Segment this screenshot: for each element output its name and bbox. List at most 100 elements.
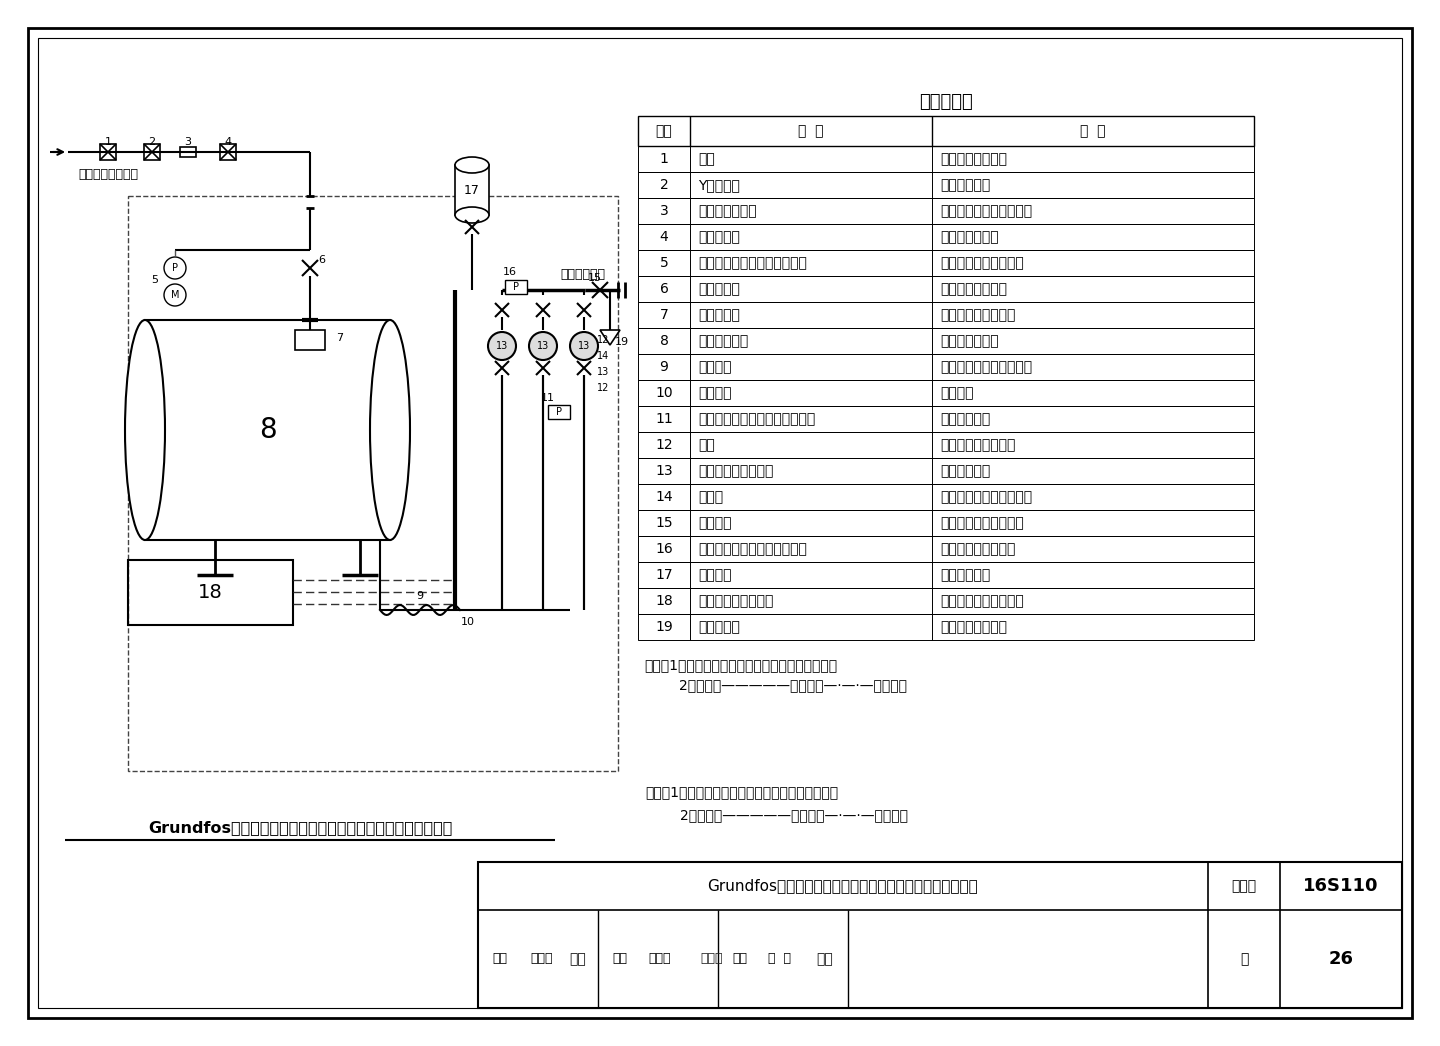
Text: 12: 12 [598, 335, 609, 345]
Text: 19: 19 [615, 337, 629, 347]
Text: 16: 16 [655, 542, 672, 556]
Bar [638, 116, 1254, 146]
Text: P: P [556, 407, 562, 417]
Bar [455, 165, 490, 215]
Text: 14: 14 [598, 351, 609, 361]
Text: 接自市政供水管网: 接自市政供水管网 [78, 168, 138, 181]
Text: 9: 9 [660, 360, 668, 374]
Text: 2: 2 [660, 178, 668, 192]
Text: 消毒器接口: 消毒器接口 [698, 620, 740, 634]
Text: Grundfos系列罐式全变频叠压供水设备基本组成及控制原理图: Grundfos系列罐式全变频叠压供水设备基本组成及控制原理图 [148, 820, 452, 836]
Ellipse shape [125, 320, 166, 540]
Bar [549, 405, 570, 419]
Text: 14: 14 [655, 490, 672, 504]
Bar [638, 172, 1254, 198]
Text: 2．图例：—————控制线；—·—·—信号线。: 2．图例：—————控制线；—·—·—信号线。 [644, 678, 907, 692]
Text: 5: 5 [151, 275, 158, 285]
Text: 图集号: 图集号 [1231, 879, 1257, 893]
Text: 倒流防止器: 倒流防止器 [698, 230, 740, 244]
Circle shape [528, 332, 557, 360]
Bar [638, 432, 1254, 458]
Text: 气压水罐: 气压水罐 [698, 568, 732, 582]
Text: 页: 页 [1240, 952, 1248, 967]
Text: 设计: 设计 [732, 953, 747, 965]
Text: 任之: 任之 [570, 952, 586, 967]
Text: 2: 2 [148, 137, 156, 147]
Text: 13: 13 [537, 341, 549, 351]
Text: 15: 15 [588, 273, 602, 283]
Text: 17: 17 [464, 183, 480, 197]
Text: 尹忠珍: 尹忠珍 [648, 953, 671, 965]
Text: 9: 9 [416, 591, 423, 601]
Bar [478, 862, 1403, 1008]
Text: 防止用户管网压力水回流: 防止用户管网压力水回流 [940, 490, 1032, 504]
Bar [145, 320, 390, 540]
Text: 说明：1．图中虚线框内为厂家成套设备供货范围。: 说明：1．图中虚线框内为厂家成套设备供货范围。 [645, 784, 838, 799]
Bar [638, 406, 1254, 432]
Text: P: P [171, 263, 179, 273]
Text: 吸水总管: 吸水总管 [698, 386, 732, 400]
Text: 5: 5 [660, 256, 668, 270]
Text: 主要部件表: 主要部件表 [919, 93, 973, 111]
Text: 防止压力水回流: 防止压力水回流 [940, 230, 998, 244]
Circle shape [164, 257, 186, 279]
Text: 16S110: 16S110 [1303, 877, 1378, 895]
Text: 稳定设备进水压力: 稳定设备进水压力 [940, 282, 1007, 296]
Text: 控制、参数设定及显示: 控制、参数设定及显示 [940, 594, 1024, 608]
Text: M: M [171, 290, 179, 300]
Text: 3: 3 [660, 204, 668, 218]
Bar [638, 250, 1254, 276]
Text: 用  途: 用 途 [1080, 124, 1106, 138]
Text: 11: 11 [541, 393, 554, 403]
Text: 1: 1 [105, 137, 111, 147]
Bar [638, 614, 1254, 640]
Text: 可曲挠橡胶接头: 可曲挠橡胶接头 [698, 204, 756, 218]
Bar [220, 144, 236, 160]
Text: 18: 18 [655, 594, 672, 608]
Bar [295, 329, 325, 350]
Text: 7: 7 [660, 308, 668, 322]
Bar [638, 276, 1254, 302]
Text: 13: 13 [598, 367, 609, 377]
Text: 汇集水泵出水供给用户: 汇集水泵出水供给用户 [940, 516, 1024, 530]
Text: Grundfos系列罐式全变频叠压供水设备基本组成及控制原理: Grundfos系列罐式全变频叠压供水设备基本组成及控制原理 [707, 879, 978, 893]
Text: Y型过滤器: Y型过滤器 [698, 178, 740, 192]
Circle shape [164, 285, 186, 306]
Bar [144, 144, 160, 160]
Text: 水泵吸水管稳流: 水泵吸水管稳流 [940, 334, 998, 348]
Text: 说明：1．图中虚线框内为厂家成套设备供货范围。: 说明：1．图中虚线框内为厂家成套设备供货范围。 [644, 658, 837, 672]
Text: 名  称: 名 称 [798, 124, 824, 138]
Text: 8: 8 [259, 416, 276, 444]
Bar [128, 196, 618, 771]
Text: 3: 3 [184, 137, 192, 147]
Text: 尹忠珍: 尹忠珍 [700, 953, 723, 965]
Ellipse shape [455, 207, 490, 223]
Text: 6: 6 [318, 255, 325, 265]
Bar [638, 484, 1254, 510]
Text: 13: 13 [577, 341, 590, 351]
Bar [638, 458, 1254, 484]
Text: 4: 4 [225, 137, 232, 147]
Text: 检测设备出水管压力: 检测设备出水管压力 [940, 542, 1015, 556]
Text: 审核: 审核 [492, 953, 507, 965]
Text: 检测市政进水管网压力: 检测市政进水管网压力 [940, 256, 1024, 270]
Text: 16: 16 [503, 267, 517, 277]
Text: 进水总管控制阀门: 进水总管控制阀门 [940, 152, 1007, 166]
Text: 出水压力传感器（带压力表）: 出水压力传感器（带压力表） [698, 542, 806, 556]
Text: 隔振、便于管路拆卸检修: 隔振、便于管路拆卸检修 [940, 204, 1032, 218]
Text: 水泵进、出水控制阀: 水泵进、出水控制阀 [940, 438, 1015, 452]
Text: 过滤管网进水: 过滤管网进水 [940, 178, 991, 192]
Text: P: P [513, 282, 518, 292]
Text: 7: 7 [337, 333, 344, 343]
Text: 施  炜: 施 炜 [768, 953, 791, 965]
Bar [638, 536, 1254, 562]
Text: 13: 13 [495, 341, 508, 351]
Bar [505, 280, 527, 294]
Bar [638, 588, 1254, 614]
Text: 出水总管: 出水总管 [698, 516, 732, 530]
Bar [180, 147, 196, 157]
Text: 智能水泵专用控制柜: 智能水泵专用控制柜 [698, 594, 773, 608]
Text: 阀门: 阀门 [698, 438, 714, 452]
Bar [638, 354, 1254, 380]
Text: 进水压力传感器（带数显表）: 进水压力传感器（带数显表） [698, 256, 806, 270]
